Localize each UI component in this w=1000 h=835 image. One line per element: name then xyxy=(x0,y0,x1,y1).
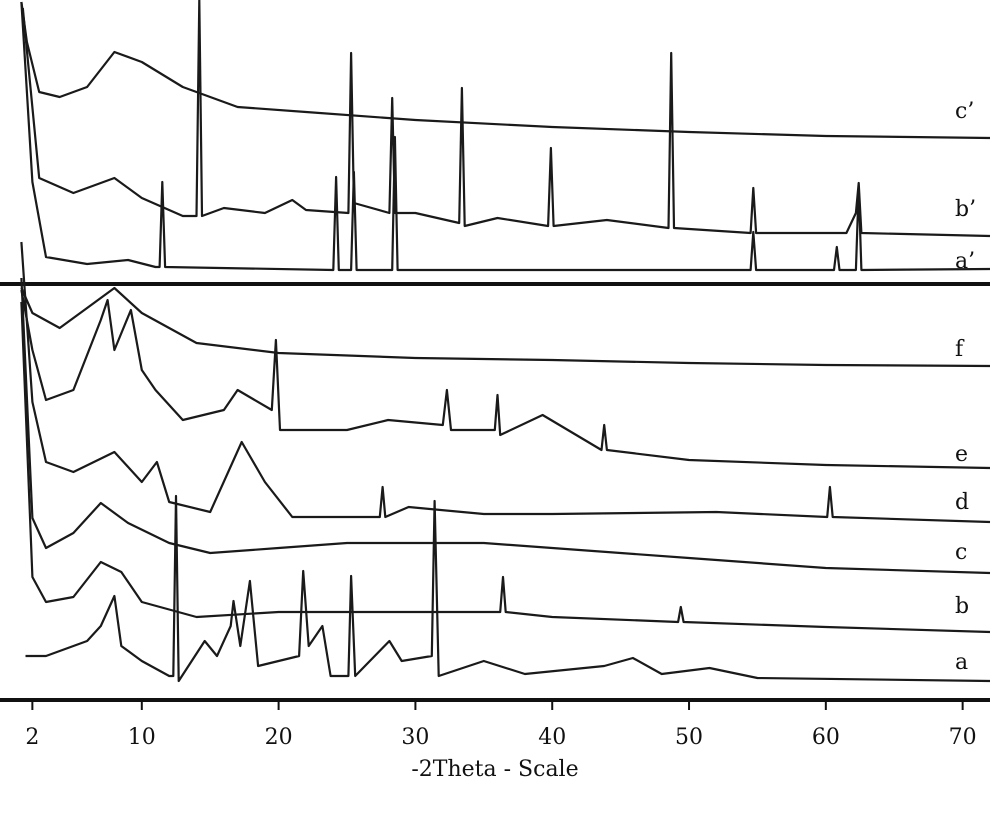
series-label: c xyxy=(955,540,967,565)
series-label: f xyxy=(955,337,965,362)
series-label: e xyxy=(955,442,968,467)
trace xyxy=(20,289,991,470)
x-tick-label: 10 xyxy=(128,725,156,750)
trace xyxy=(20,1,991,140)
series-label: c’ xyxy=(955,99,974,124)
trace xyxy=(20,1,991,272)
x-tick-label: 2 xyxy=(25,725,39,750)
x-tick-label: 30 xyxy=(401,725,429,750)
x-tick-label: 40 xyxy=(538,725,566,750)
series-label: b’ xyxy=(955,197,976,222)
series-label: a xyxy=(955,650,968,675)
series-label: d xyxy=(955,490,969,515)
trace xyxy=(21,0,991,238)
series-label: a’ xyxy=(955,249,975,274)
x-axis-label: -2Theta - Scale xyxy=(411,757,578,782)
x-tick-label: 50 xyxy=(675,725,703,750)
trace xyxy=(20,241,991,524)
trace xyxy=(20,286,991,368)
trace xyxy=(25,494,991,683)
series-label: b xyxy=(955,594,969,619)
trace xyxy=(20,301,991,634)
x-tick-label: 60 xyxy=(812,725,840,750)
trace xyxy=(20,277,991,575)
x-tick-label: 20 xyxy=(265,725,293,750)
x-tick-label: 70 xyxy=(949,725,977,750)
